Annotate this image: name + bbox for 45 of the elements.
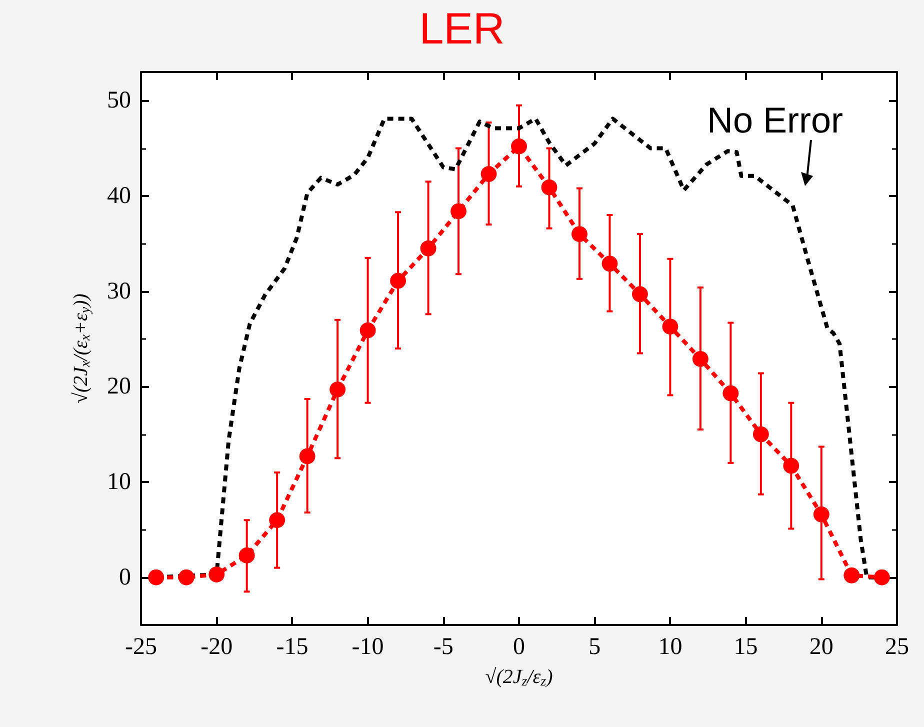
y-tick-label: 10 bbox=[107, 468, 131, 495]
point bbox=[632, 286, 648, 302]
annotation: No Error bbox=[706, 100, 844, 140]
point bbox=[752, 426, 769, 442]
point bbox=[602, 256, 618, 272]
point bbox=[450, 203, 467, 220]
x-tick-label: 20 bbox=[809, 634, 834, 660]
x-tick-label: 25 bbox=[885, 634, 909, 660]
point bbox=[662, 318, 678, 335]
chart-title: LER bbox=[419, 4, 505, 54]
y-axis-title: √(2Jx/(εx+εy)) bbox=[70, 293, 94, 404]
point bbox=[420, 240, 436, 256]
point bbox=[238, 547, 255, 564]
y-tick-label: 0 bbox=[119, 564, 131, 590]
point bbox=[178, 569, 194, 586]
y-tick-label: 50 bbox=[107, 88, 131, 114]
point bbox=[208, 566, 225, 582]
point bbox=[874, 569, 890, 586]
point bbox=[692, 350, 708, 367]
x-tick-label: -5 bbox=[433, 634, 454, 660]
point bbox=[480, 166, 497, 182]
y-tick-label: 20 bbox=[107, 374, 131, 400]
x-tick-label: 10 bbox=[658, 634, 682, 660]
point bbox=[541, 179, 558, 196]
point bbox=[299, 448, 316, 464]
x-tick-label: 15 bbox=[734, 634, 758, 660]
point bbox=[390, 272, 406, 289]
point bbox=[783, 458, 800, 474]
y-tick-label: 30 bbox=[107, 278, 131, 304]
point bbox=[148, 569, 164, 586]
x-tick-label: -15 bbox=[276, 634, 308, 660]
x-tick-label: -25 bbox=[125, 634, 157, 660]
point bbox=[269, 512, 286, 528]
point bbox=[722, 385, 739, 402]
x-tick-label: -10 bbox=[352, 634, 384, 660]
x-tick-label: -20 bbox=[200, 634, 233, 660]
point bbox=[330, 382, 346, 398]
point bbox=[360, 322, 376, 338]
point bbox=[571, 226, 588, 242]
x-tick-label: 0 bbox=[513, 634, 525, 660]
point bbox=[813, 506, 830, 522]
point bbox=[511, 138, 527, 154]
x-tick-label: 5 bbox=[588, 634, 601, 660]
y-tick-label: 40 bbox=[107, 182, 131, 209]
point bbox=[844, 567, 860, 584]
